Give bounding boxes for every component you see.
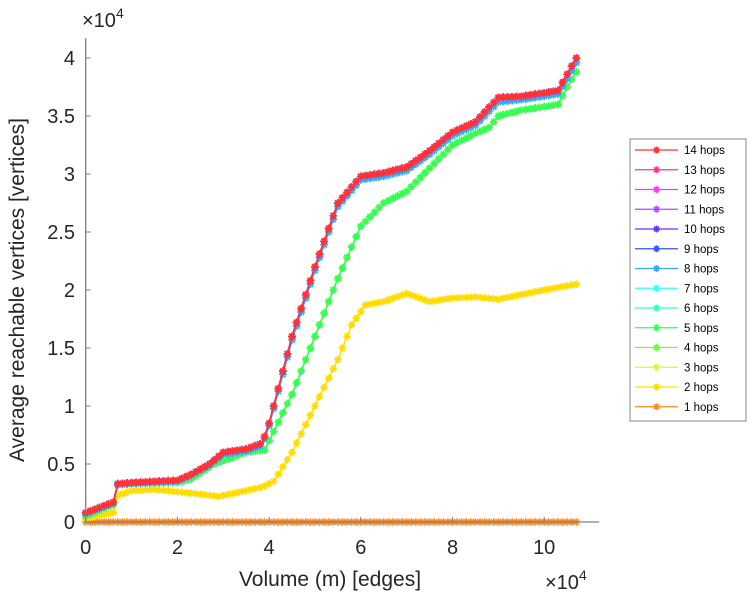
series-markers: [81, 54, 581, 517]
y-tick-label: 0: [64, 512, 75, 534]
legend-item: 11 hops: [635, 204, 724, 216]
series-13-hops: [81, 54, 581, 517]
legend-marker-icon: [653, 245, 660, 253]
legend-label: 1 hops: [684, 402, 719, 414]
legend-item: 13 hops: [635, 165, 725, 177]
x-tick-label: 2: [172, 537, 183, 559]
legend-marker-icon: [653, 205, 660, 213]
x-multiplier-exponent: 4: [579, 567, 587, 583]
y-axis-label: Average reachable vertices [vertices]: [6, 118, 29, 462]
series-14-hops: [81, 54, 581, 517]
x-tick-label: 8: [447, 537, 458, 559]
x-tick-label: 0: [80, 537, 91, 559]
series-markers: [81, 54, 581, 517]
legend-item: 3 hops: [635, 362, 719, 374]
legend-item: 2 hops: [635, 382, 719, 394]
series-5-hops: [81, 68, 581, 520]
legend-marker-icon: [653, 344, 660, 351]
legend-marker-icon: [653, 363, 660, 371]
y-multiplier-exponent: 4: [116, 5, 124, 21]
series-markers: [81, 54, 581, 517]
legend-item: 14 hops: [635, 145, 725, 157]
legend-marker-icon: [653, 265, 660, 272]
legend-item: 6 hops: [635, 303, 719, 315]
legend-marker-icon: [653, 186, 660, 193]
series-9-hops: [81, 54, 581, 517]
legend-item: 7 hops: [635, 283, 719, 295]
legend-label: 10 hops: [684, 224, 725, 236]
y-multiplier: ×104: [82, 5, 124, 32]
y-ticks: 0 0.5 1 1.5 2 2.5 3 3.5 4: [47, 48, 91, 534]
legend-item: 9 hops: [635, 244, 719, 256]
y-tick-label: 1: [64, 396, 75, 418]
series-12-hops: [81, 54, 581, 517]
legend-label: 8 hops: [684, 264, 719, 276]
series-line: [85, 57, 577, 514]
y-tick-label: 4: [64, 48, 75, 70]
legend-item: 1 hops: [635, 402, 719, 414]
legend-marker-icon: [653, 383, 660, 391]
series-markers: [81, 54, 581, 517]
series-markers: [81, 54, 581, 517]
legend-label: 2 hops: [684, 382, 719, 394]
legend-label: 12 hops: [684, 185, 725, 197]
legend-item: 12 hops: [635, 185, 725, 197]
legend-label: 13 hops: [684, 165, 725, 177]
legend-item: 10 hops: [635, 224, 725, 236]
legend-marker-icon: [653, 225, 660, 233]
legend-label: 4 hops: [684, 343, 719, 355]
legend-marker-icon: [653, 324, 660, 332]
legend-label: 6 hops: [684, 303, 719, 315]
x-ticks: 0 2 4 6 8 10: [80, 517, 555, 559]
legend-marker-icon: [653, 304, 660, 312]
series-line: [85, 71, 577, 517]
series-line: [85, 57, 577, 514]
legend-label: 14 hops: [684, 145, 725, 157]
legend-box: [629, 138, 747, 422]
y-tick-label: 3: [64, 164, 75, 186]
y-tick-label: 2: [64, 280, 75, 302]
series-line: [85, 57, 577, 514]
y-tick-label: 3.5: [47, 106, 75, 128]
x-multiplier: ×104: [545, 567, 587, 594]
series-10-hops: [81, 54, 581, 517]
legend-label: 7 hops: [684, 283, 719, 295]
legend-marker-icon: [653, 146, 660, 154]
y-tick-label: 1.5: [47, 338, 75, 360]
legend-item: 8 hops: [635, 264, 719, 276]
series-line: [85, 57, 577, 514]
legend-label: 3 hops: [684, 362, 719, 374]
series-11-hops: [81, 54, 581, 517]
series-markers: [81, 54, 581, 517]
legend-label: 11 hops: [684, 204, 724, 216]
x-tick-label: 10: [533, 537, 555, 559]
legend-marker-icon: [653, 284, 660, 292]
legend-marker-icon: [653, 403, 660, 411]
series-line: [85, 57, 577, 514]
x-tick-label: 4: [264, 537, 275, 559]
x-axis-label: Volume (m) [edges]: [239, 568, 421, 591]
legend: 14 hops 13 hops 12 hops 11 hops 10 hops 9 hop…: [629, 138, 747, 422]
y-tick-label: 0.5: [47, 454, 75, 476]
legend-label: 9 hops: [684, 244, 719, 256]
x-tick-label: 6: [355, 537, 366, 559]
legend-label: 5 hops: [684, 323, 719, 335]
plot-area: [81, 54, 581, 526]
legend-item: 4 hops: [635, 343, 719, 355]
legend-item: 5 hops: [635, 323, 719, 335]
y-tick-label: 2.5: [47, 222, 75, 244]
series-line: [85, 57, 577, 514]
legend-marker-icon: [653, 166, 660, 174]
